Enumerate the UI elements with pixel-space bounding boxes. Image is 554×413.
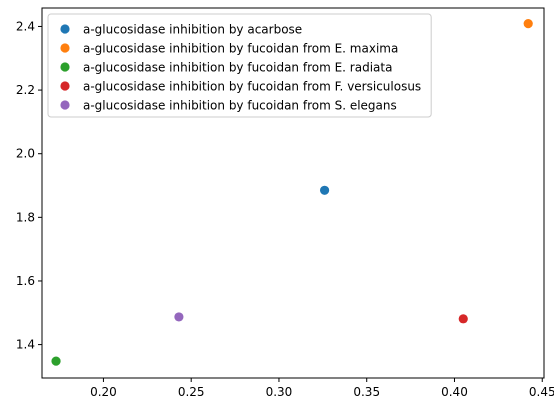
y-tick-label: 2.4 (16, 19, 35, 33)
legend-box (47, 13, 432, 118)
legend-entry-label: a-glucosidase inhibition by fucoidan fro… (83, 61, 392, 75)
x-axis: 0.20 0.25 0.30 0.35 0.40 0.45 (90, 378, 554, 399)
y-tick-label: 2.0 (16, 147, 35, 161)
legend-entry-label: a-glucosidase inhibition by acarbose (83, 23, 302, 37)
x-tick-label: 0.40 (441, 385, 468, 399)
y-tick-label: 1.8 (16, 210, 35, 224)
legend-entry-label: a-glucosidase inhibition by fucoidan fro… (83, 80, 421, 94)
data-point-series-4 (458, 314, 468, 324)
data-point-series-3 (51, 356, 61, 366)
legend-marker (60, 81, 70, 91)
data-point-series-2 (523, 18, 533, 29)
legend-marker (60, 62, 70, 72)
x-tick-label: 0.45 (529, 385, 554, 399)
x-tick-label: 0.25 (178, 385, 205, 399)
y-axis: 1.4 1.6 1.8 2.0 2.2 2.4 (16, 19, 42, 352)
data-point-series-5 (174, 312, 184, 322)
plot-frame (41, 7, 545, 379)
x-tick-label: 0.35 (353, 385, 380, 399)
legend-marker (60, 100, 70, 110)
legend-marker (60, 24, 70, 34)
x-tick-label: 0.20 (90, 385, 117, 399)
x-tick-label: 0.30 (266, 385, 293, 399)
data-points (51, 18, 533, 366)
legend-marker (60, 43, 70, 53)
legend-entry-label: a-glucosidase inhibition by fucoidan fro… (83, 99, 397, 113)
data-point-series-1 (319, 185, 330, 195)
legend-entry-label: a-glucosidase inhibition by fucoidan fro… (83, 42, 398, 56)
y-tick-label: 1.6 (16, 274, 35, 288)
legend: a-glucosidase inhibition by acarbose a-gl… (47, 13, 432, 118)
y-tick-label: 1.4 (16, 338, 35, 352)
y-tick-label: 2.2 (16, 83, 35, 97)
